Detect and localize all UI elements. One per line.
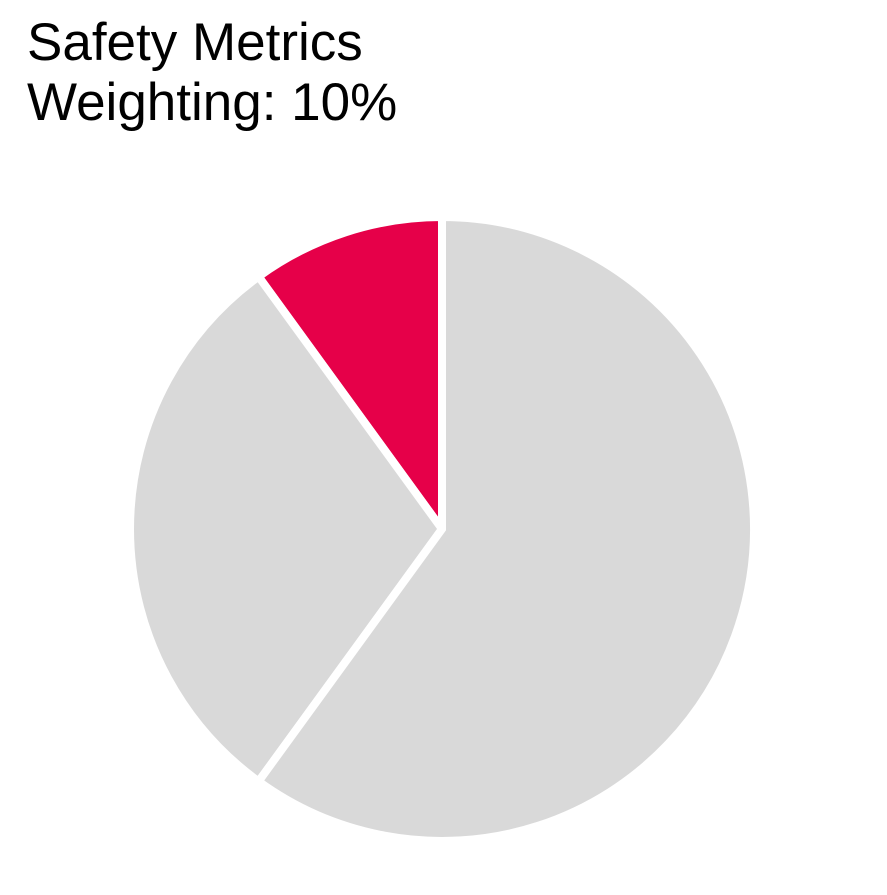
- pie-slice-segment-2: [126, 271, 447, 787]
- chart-title-line1: Safety Metrics: [27, 13, 363, 72]
- pie-slice-safety-metrics: [253, 212, 446, 542]
- chart-title-line2: Weighting: 10%: [27, 73, 398, 132]
- pie-slice-segment-3: [253, 212, 758, 845]
- chart-title: Safety Metrics Weighting: 10%: [27, 13, 397, 133]
